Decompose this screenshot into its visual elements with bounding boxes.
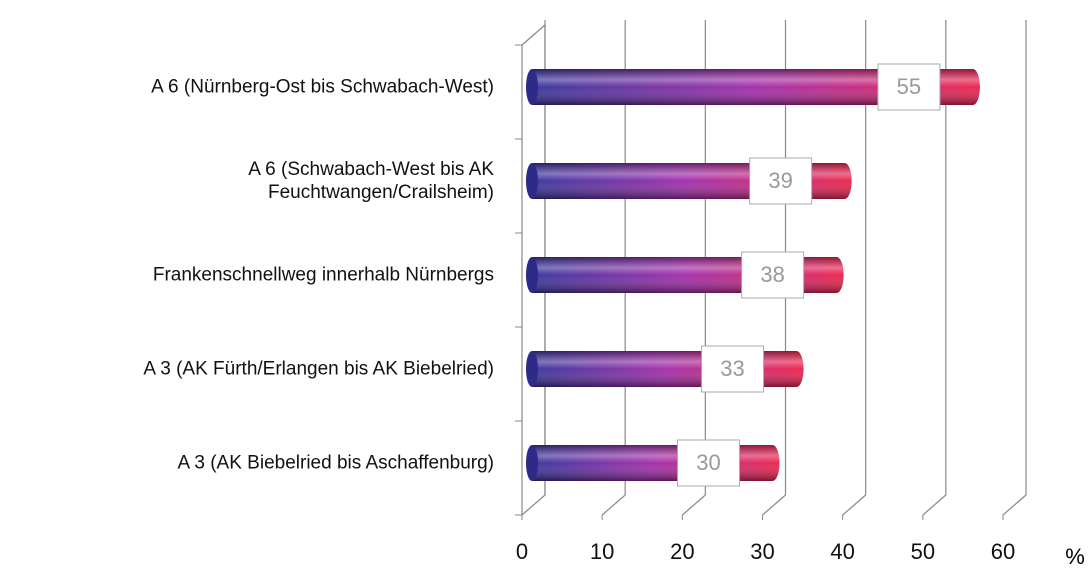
floor-line (762, 494, 786, 516)
bar-cap-shade (765, 445, 780, 481)
floor-line (922, 494, 947, 516)
value-label: 33 (720, 356, 744, 381)
category-label: A 3 (AK Fürth/Erlangen bis AK Biebelried… (143, 358, 494, 380)
value-label: 30 (696, 450, 720, 475)
value-label-box (701, 345, 765, 393)
floor-line (601, 494, 626, 516)
category-label: A 6 (Nürnberg-Ost bis Schwabach-West) (151, 76, 494, 98)
bar-start (526, 69, 538, 105)
bar-cap-shade (837, 163, 852, 199)
category-label: A 6 (Schwabach-West bis AK Feuchtwangen/… (248, 159, 494, 203)
value-label-box (749, 157, 813, 205)
bar-cap-shade (965, 69, 980, 105)
value-label: 39 (768, 168, 792, 193)
floor-line (681, 494, 706, 516)
floor-line (1002, 494, 1027, 516)
x-axis-label: % (1065, 544, 1085, 569)
category-label: A 3 (AK Biebelried bis Aschaffenburg) (177, 452, 494, 474)
bar-start (526, 351, 538, 387)
category-label: Frankenschnellweg innerhalb Nürnbergs (152, 264, 494, 286)
value-label: 38 (760, 262, 784, 287)
bar-start (526, 445, 538, 481)
left-wall-top (521, 24, 546, 46)
x-tick-label: 0 (516, 539, 528, 564)
bar-start (526, 257, 538, 293)
floor-line (521, 494, 546, 516)
bar (526, 445, 780, 481)
x-tick-label: 40 (830, 539, 854, 564)
bar-start (526, 163, 538, 199)
value-label-box (877, 63, 941, 111)
value-label-box (741, 251, 805, 299)
bar-cap-shade (829, 257, 844, 293)
x-tick-label: 30 (750, 539, 774, 564)
bar-cap-shade (789, 351, 804, 387)
x-tick-label: 50 (911, 539, 935, 564)
x-tick-label: 10 (590, 539, 614, 564)
value-label-box (677, 439, 740, 487)
x-tick-label: 60 (991, 539, 1015, 564)
x-tick-label: 20 (670, 539, 694, 564)
value-label: 55 (897, 74, 921, 99)
floor-line (842, 494, 867, 516)
